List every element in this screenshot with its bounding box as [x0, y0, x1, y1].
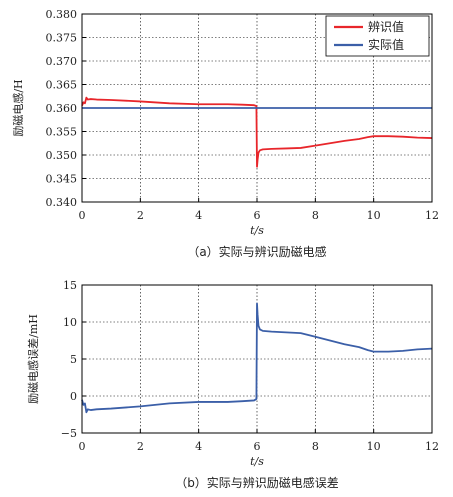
x-tick-label: 6 [254, 209, 261, 222]
y-tick-label: 0.370 [46, 55, 78, 68]
y-tick-label: 0.355 [46, 126, 78, 139]
x-tick-label: 10 [367, 440, 381, 453]
legend: 辨识值 实际值 [325, 15, 430, 57]
x-tick-label: 8 [312, 209, 319, 222]
caption-b: （b）实际与辨识励磁电感误差 [175, 475, 339, 490]
x-tick-label: 2 [137, 440, 144, 453]
y-tick-label: 15 [63, 279, 77, 292]
y-tick-labels: 0.340 0.345 0.350 0.355 0.360 0.365 0.370 0.375… [46, 8, 78, 209]
legend-label-actual: 实际值 [368, 37, 404, 52]
x-tick-label: 2 [137, 209, 144, 222]
caption-a: （a）实际与辨识励磁电感 [187, 244, 326, 259]
plot-frame [81, 13, 433, 203]
x-tick-label: 0 [79, 209, 86, 222]
y-axis-label: 励磁电感/H [12, 79, 25, 136]
series-group [81, 96, 433, 168]
x-tick-labels: 0 2 4 6 8 10 12 [79, 440, 440, 453]
x-tick-label: 12 [425, 209, 439, 222]
legend-box [325, 15, 430, 57]
y-tick-label: 0.350 [46, 149, 78, 162]
x-axis-label: t/s [250, 455, 264, 468]
series-group [81, 302, 433, 414]
series-line-0 [81, 96, 433, 168]
y-tick-label: 10 [63, 316, 77, 329]
y-tick-label: 5 [70, 353, 77, 366]
x-tick-label: 0 [79, 440, 86, 453]
x-tick-labels: 0 2 4 6 8 10 12 [79, 209, 440, 222]
x-tick-label: 6 [254, 440, 261, 453]
y-tick-label: 0.345 [46, 173, 78, 186]
y-tick-label: −5 [61, 427, 77, 440]
x-tick-label: 10 [367, 209, 381, 222]
x-tick-label: 4 [195, 209, 202, 222]
plot-frame [81, 284, 433, 434]
chart-inductance: 0.340 0.345 0.350 0.355 0.360 0.365 0.370 0.375… [12, 8, 439, 259]
y-tick-label: 0 [70, 390, 77, 403]
y-tick-label: 0.365 [46, 79, 78, 92]
x-tick-label: 4 [195, 440, 202, 453]
y-tick-label: 0.375 [46, 32, 78, 45]
y-axis-label: 励磁电感误差/mH [26, 314, 40, 404]
legend-label-identified: 辨识值 [368, 19, 404, 34]
x-tick-label: 8 [312, 440, 319, 453]
y-tick-label: 0.380 [46, 8, 78, 21]
series-line-0 [81, 302, 433, 414]
y-tick-label: 0.340 [46, 196, 78, 209]
x-axis-label: t/s [250, 224, 264, 237]
y-tick-labels: −5 0 5 10 15 [61, 279, 77, 440]
y-tick-label: 0.360 [46, 102, 78, 115]
x-tick-label: 12 [425, 440, 439, 453]
